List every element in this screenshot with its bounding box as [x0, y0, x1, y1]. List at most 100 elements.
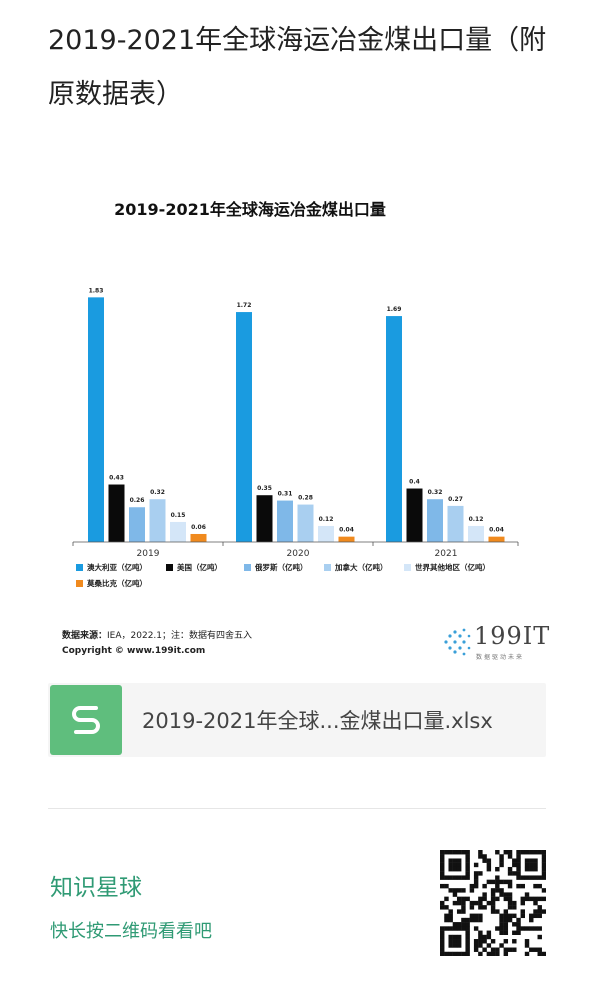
qr-module: [490, 896, 496, 902]
qr-module: [444, 875, 449, 880]
qr-code-icon[interactable]: [440, 850, 546, 956]
data-label-2020-1: 0.35: [257, 485, 272, 492]
legend-swatch-4: [404, 564, 411, 571]
qr-module: [440, 854, 445, 859]
qr-module: [520, 909, 525, 914]
qr-module: [490, 905, 496, 910]
attachment-card[interactable]: 2019-2021年全球...金煤出口量.xlsx: [48, 683, 546, 757]
qr-module: [503, 850, 509, 855]
qr-module: [469, 888, 475, 893]
qr-module: [469, 913, 475, 919]
bar-2021-1: [406, 488, 423, 542]
qr-module: [440, 926, 445, 931]
legend-label-5: 莫桑比克（亿吨）: [86, 578, 147, 588]
x-tick-label-2019: 2019: [137, 549, 160, 559]
qr-module: [473, 947, 479, 952]
qr-module: [461, 922, 466, 927]
qr-module: [507, 871, 513, 876]
qr-module: [495, 926, 500, 931]
qr-module: [452, 951, 458, 956]
qr-module: [533, 947, 538, 952]
qr-module: [440, 850, 445, 855]
legend-swatch-2: [244, 564, 251, 571]
qr-module: [499, 943, 504, 948]
qr-module: [520, 850, 525, 855]
data-label-2020-4: 0.12: [319, 516, 334, 523]
qr-module: [465, 943, 470, 948]
bar-2021-2: [427, 499, 443, 542]
qr-module: [448, 934, 453, 940]
qr-module: [495, 850, 500, 855]
qr-module: [499, 917, 504, 923]
qr-module: [440, 951, 445, 956]
qr-module: [448, 913, 453, 919]
qr-module: [444, 951, 449, 956]
data-label-2021-2: 0.32: [428, 489, 443, 496]
qr-module: [482, 883, 487, 889]
qr-module: [533, 858, 538, 863]
qr-module: [478, 917, 483, 923]
qr-module: [465, 858, 470, 863]
qr-module: [465, 939, 470, 944]
qr-module: [503, 939, 509, 944]
qr-module: [495, 896, 500, 902]
qr-module: [473, 871, 479, 876]
legend: 澳大利亚（亿吨） 美国（亿吨） 俄罗斯（亿吨） 加拿大（亿吨） 世界其他地区（亿吨） 莫桑…: [76, 562, 490, 588]
qr-module: [524, 850, 530, 855]
qr-module: [533, 862, 538, 868]
qr-module: [478, 905, 483, 910]
qr-module: [495, 866, 500, 872]
qr-module: [503, 879, 509, 885]
qr-module: [495, 909, 500, 914]
bar-2019-4: [170, 521, 186, 542]
qr-module: [473, 913, 479, 919]
qr-module: [516, 858, 521, 863]
qr-module: [478, 913, 483, 919]
qr-module: [520, 896, 525, 902]
qr-module: [537, 850, 542, 855]
qr-module: [482, 939, 487, 944]
bar-2019-2: [129, 507, 145, 542]
bar-2020-3: [297, 504, 314, 542]
divider: [48, 808, 546, 809]
qr-module: [529, 947, 534, 952]
qr-module: [495, 888, 500, 893]
qr-module: [541, 875, 546, 880]
qr-module: [465, 922, 470, 927]
qr-module: [440, 858, 445, 863]
legend-label-3: 加拿大（亿吨）: [334, 562, 388, 572]
qr-module: [473, 875, 479, 880]
qr-module: [465, 947, 470, 952]
qr-module: [456, 862, 462, 868]
qr-module: [461, 917, 466, 923]
qr-module: [469, 905, 475, 910]
data-label-2019-3: 0.32: [150, 489, 165, 496]
qr-module: [541, 909, 546, 914]
data-label-2020-5: 0.04: [339, 527, 354, 534]
qr-module: [440, 900, 445, 906]
qr-module: [486, 866, 492, 872]
qr-module: [537, 875, 542, 880]
qr-module: [537, 951, 542, 956]
qr-module: [507, 883, 513, 889]
qr-module: [486, 951, 492, 956]
qr-module: [529, 896, 534, 902]
qr-module: [490, 892, 496, 897]
data-label-2020-2: 0.31: [278, 491, 293, 498]
qr-module: [473, 943, 479, 948]
qr-module: [529, 875, 534, 880]
qr-module: [461, 896, 466, 902]
qr-module: [520, 926, 525, 931]
qr-module: [465, 875, 470, 880]
bar-2020-1: [256, 495, 273, 542]
bar-2020-0: [236, 312, 252, 542]
qr-module: [478, 900, 483, 906]
qr-module: [512, 862, 517, 868]
qr-module: [537, 905, 542, 910]
qr-module: [478, 951, 483, 956]
qr-module: [499, 862, 504, 868]
qr-module: [456, 951, 462, 956]
chart-image: 2019-2021年全球海运冶金煤出口量 1.83 0.43 0.26 0.32 0.1…: [48, 170, 549, 670]
qr-module: [490, 900, 496, 906]
bar-2019-0: [88, 297, 104, 542]
